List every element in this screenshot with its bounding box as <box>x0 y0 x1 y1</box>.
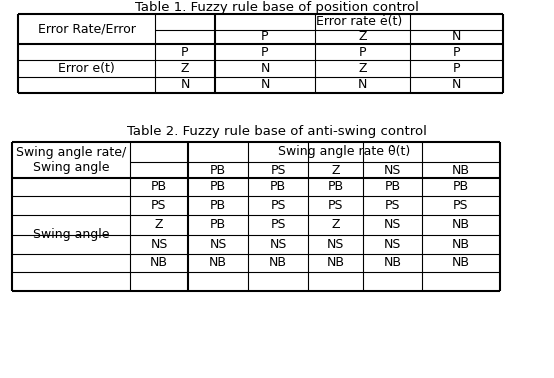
Text: Z: Z <box>331 218 340 231</box>
Text: NS: NS <box>150 238 168 251</box>
Text: PB: PB <box>327 181 343 194</box>
Text: PS: PS <box>270 164 286 177</box>
Text: Z: Z <box>331 164 340 177</box>
Text: P: P <box>261 45 269 59</box>
Text: Error e(t): Error e(t) <box>58 62 115 75</box>
Text: Z: Z <box>358 62 367 75</box>
Text: NB: NB <box>209 257 227 270</box>
Text: PB: PB <box>151 181 167 194</box>
Text: Swing angle rate/
Swing angle: Swing angle rate/ Swing angle <box>16 146 126 174</box>
Text: P: P <box>181 45 189 59</box>
Text: P: P <box>453 45 460 59</box>
Text: PB: PB <box>210 199 226 212</box>
Text: N: N <box>180 79 189 91</box>
Text: NB: NB <box>452 164 470 177</box>
Text: NB: NB <box>452 257 470 270</box>
Text: N: N <box>260 62 270 75</box>
Text: NB: NB <box>326 257 345 270</box>
Text: PB: PB <box>270 181 286 194</box>
Text: P: P <box>261 31 269 43</box>
Text: NS: NS <box>269 238 286 251</box>
Text: NB: NB <box>150 257 168 270</box>
Text: PB: PB <box>210 218 226 231</box>
Text: Z: Z <box>155 218 163 231</box>
Text: NB: NB <box>269 257 287 270</box>
Text: PS: PS <box>328 199 343 212</box>
Text: Table 2. Fuzzy rule base of anti-swing control: Table 2. Fuzzy rule base of anti-swing c… <box>127 125 427 138</box>
Text: PB: PB <box>384 181 401 194</box>
Text: N: N <box>452 31 461 43</box>
Text: PS: PS <box>384 199 400 212</box>
Text: NB: NB <box>383 257 402 270</box>
Text: PS: PS <box>270 199 286 212</box>
Text: N: N <box>452 79 461 91</box>
Text: Error Rate/Error: Error Rate/Error <box>38 23 135 36</box>
Text: PS: PS <box>270 218 286 231</box>
Text: PB: PB <box>453 181 469 194</box>
Text: PS: PS <box>453 199 469 212</box>
Text: PS: PS <box>151 199 167 212</box>
Text: PB: PB <box>210 164 226 177</box>
Text: Error rate ė(t): Error rate ė(t) <box>316 15 402 28</box>
Text: P: P <box>359 45 366 59</box>
Text: N: N <box>358 79 367 91</box>
Text: NS: NS <box>384 164 401 177</box>
Text: Table 1. Fuzzy rule base of position control: Table 1. Fuzzy rule base of position con… <box>135 2 419 14</box>
Text: NB: NB <box>452 238 470 251</box>
Text: N: N <box>260 79 270 91</box>
Text: Z: Z <box>358 31 367 43</box>
Text: NS: NS <box>327 238 344 251</box>
Text: NS: NS <box>384 238 401 251</box>
Text: PB: PB <box>210 181 226 194</box>
Text: NB: NB <box>452 218 470 231</box>
Text: P: P <box>453 62 460 75</box>
Text: Swing angle rate θ̇(t): Swing angle rate θ̇(t) <box>278 146 410 158</box>
Text: NS: NS <box>209 238 227 251</box>
Text: NS: NS <box>384 218 401 231</box>
Text: Swing angle: Swing angle <box>33 228 109 241</box>
Text: Z: Z <box>181 62 189 75</box>
